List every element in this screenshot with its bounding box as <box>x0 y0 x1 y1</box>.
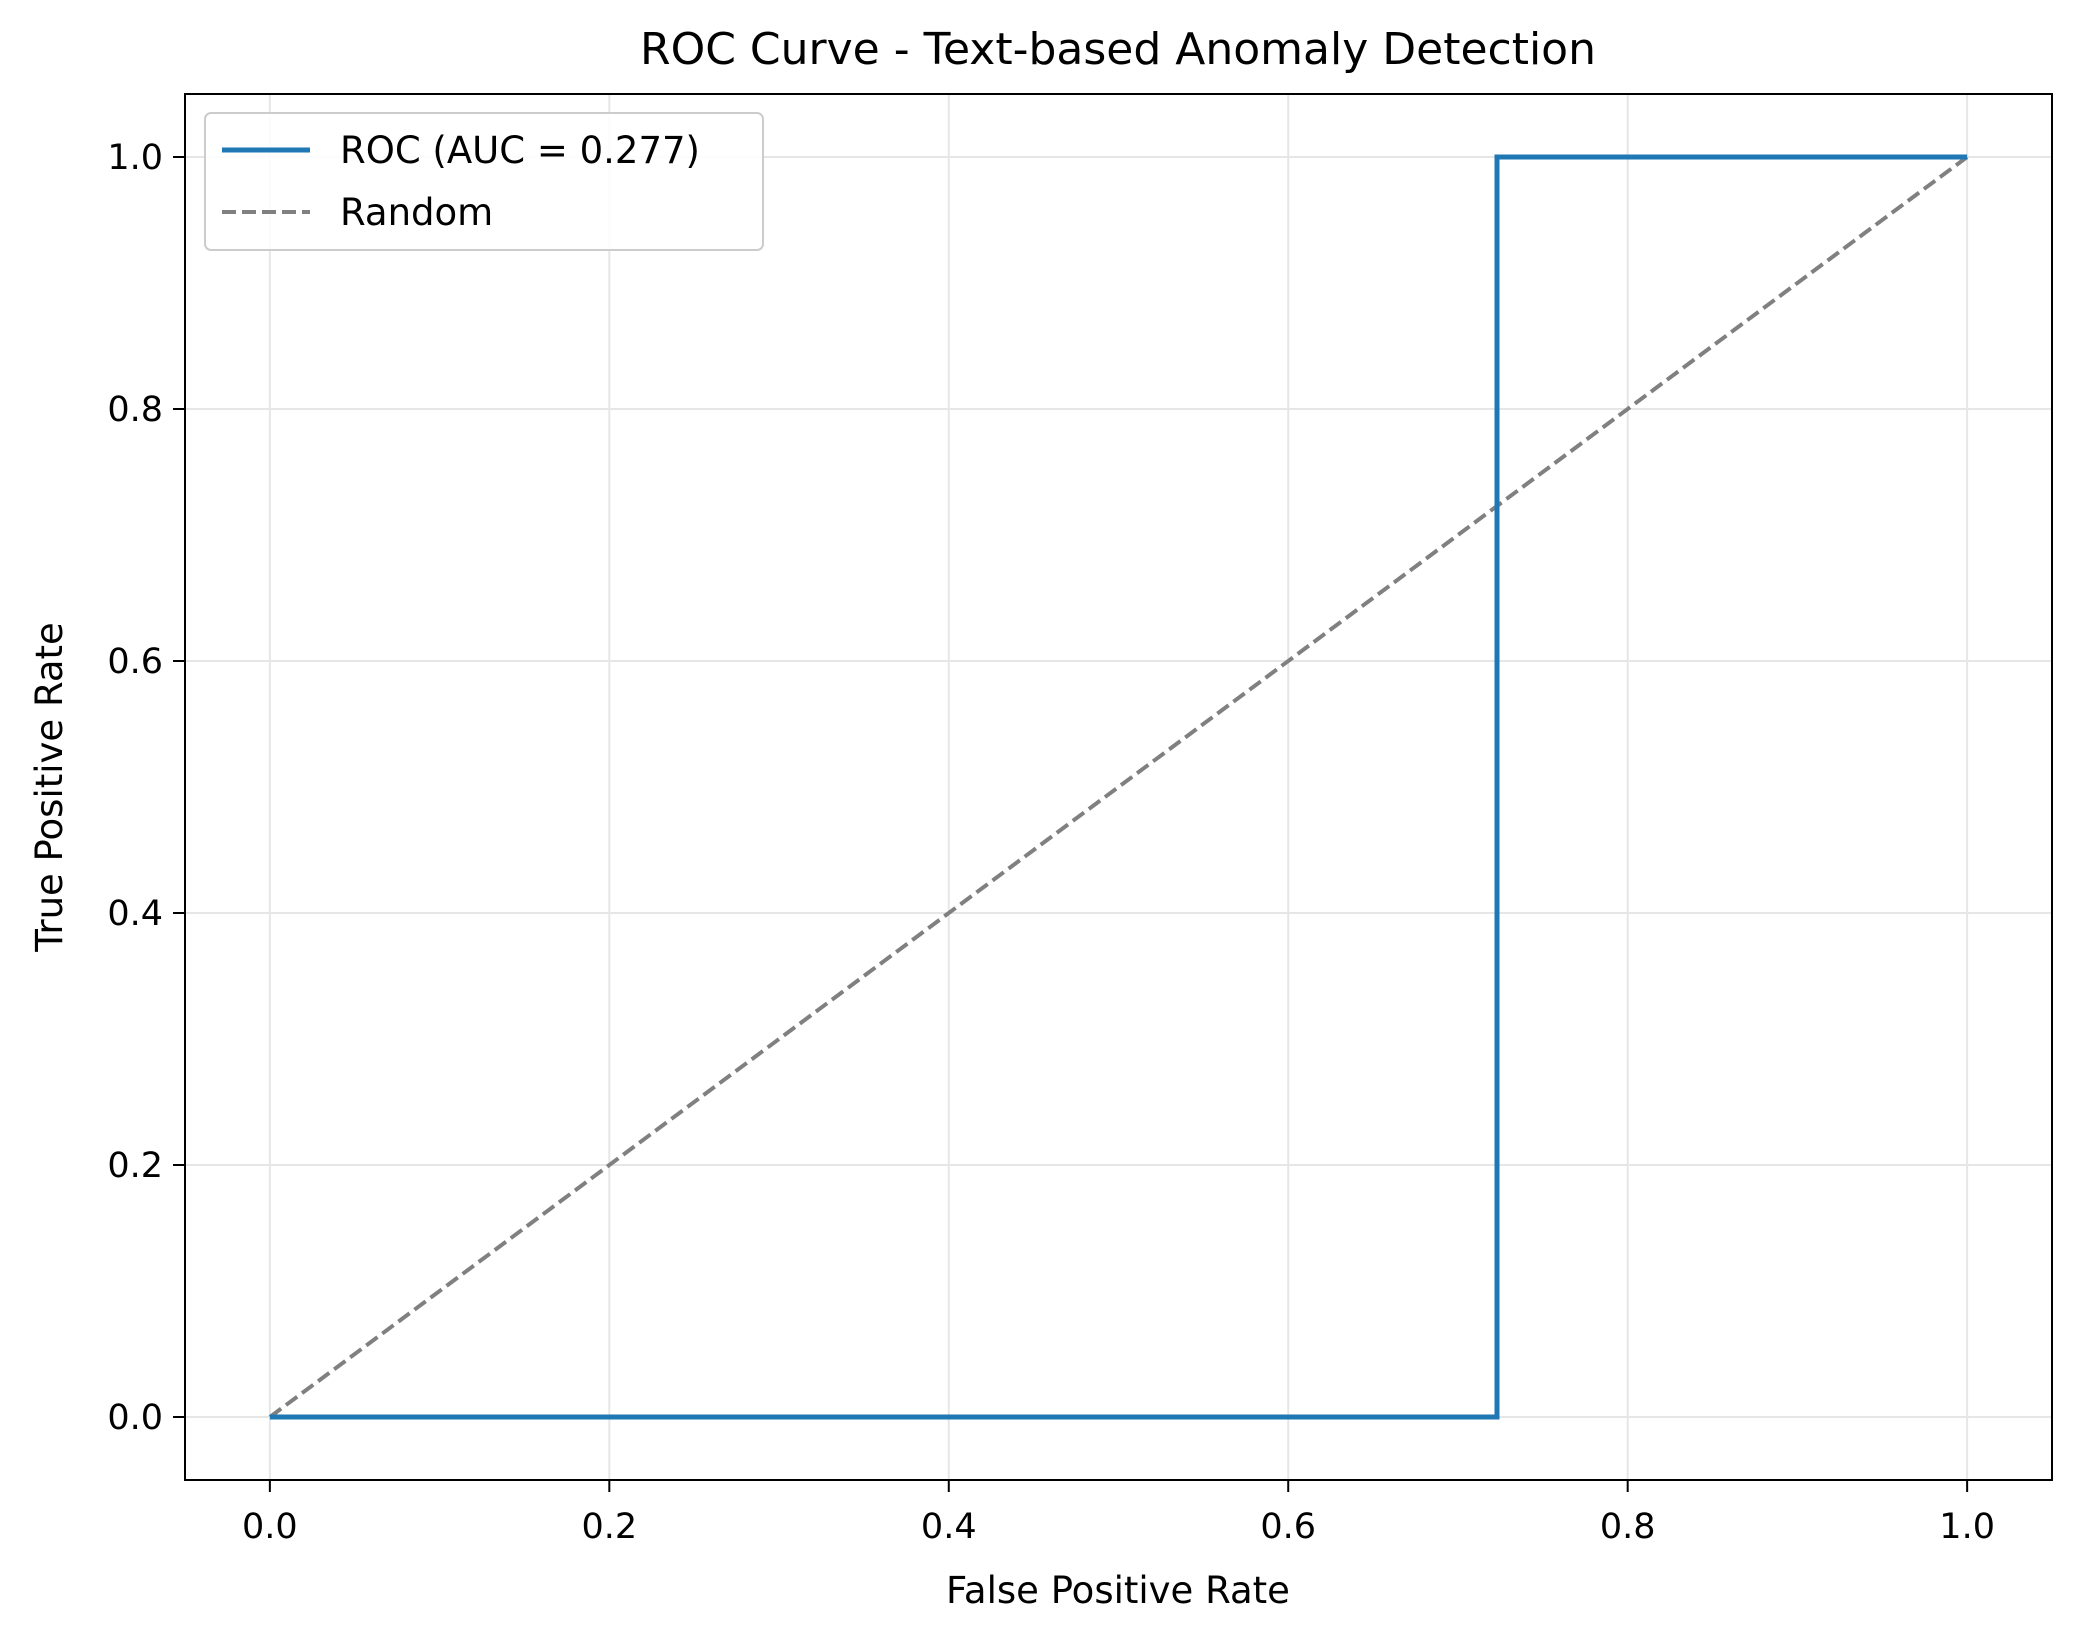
y-axis-label: True Positive Rate <box>28 622 71 953</box>
x-tick-label: 1.0 <box>1939 1507 1995 1547</box>
y-tick-label: 0.6 <box>107 642 163 682</box>
x-tick-label: 0.8 <box>1600 1507 1656 1547</box>
legend-label-roc: ROC (AUC = 0.277) <box>340 129 700 172</box>
plot-frame <box>184 93 2053 1481</box>
series-lines <box>268 154 1969 1420</box>
y-tick-label: 0.0 <box>107 1398 163 1438</box>
x-tick-label: 0.6 <box>1260 1507 1316 1547</box>
y-tick-label: 1.0 <box>107 138 163 178</box>
grid-lines <box>185 94 2052 1480</box>
random-baseline-line <box>268 155 1969 1419</box>
legend: ROC (AUC = 0.277) Random <box>204 112 764 251</box>
y-tick-label: 0.8 <box>107 390 163 430</box>
y-tick-label: 0.4 <box>107 894 163 934</box>
y-tick-label: 0.2 <box>107 1146 163 1186</box>
axis-ticks: 0.0 0.2 0.4 0.6 0.8 1.0 0.0 0.2 0.4 0.6 0.8 1.0 <box>107 138 1995 1547</box>
x-tick-label: 0.4 <box>921 1507 977 1547</box>
legend-box <box>204 112 764 251</box>
x-tick-label: 0.2 <box>581 1507 637 1547</box>
x-axis-label: False Positive Rate <box>946 1569 1290 1612</box>
roc-curve-line <box>269 154 1968 1420</box>
x-tick-label: 0.0 <box>242 1507 298 1547</box>
legend-label-random: Random <box>340 191 493 234</box>
chart-title: ROC Curve - Text-based Anomaly Detection <box>640 24 1596 75</box>
